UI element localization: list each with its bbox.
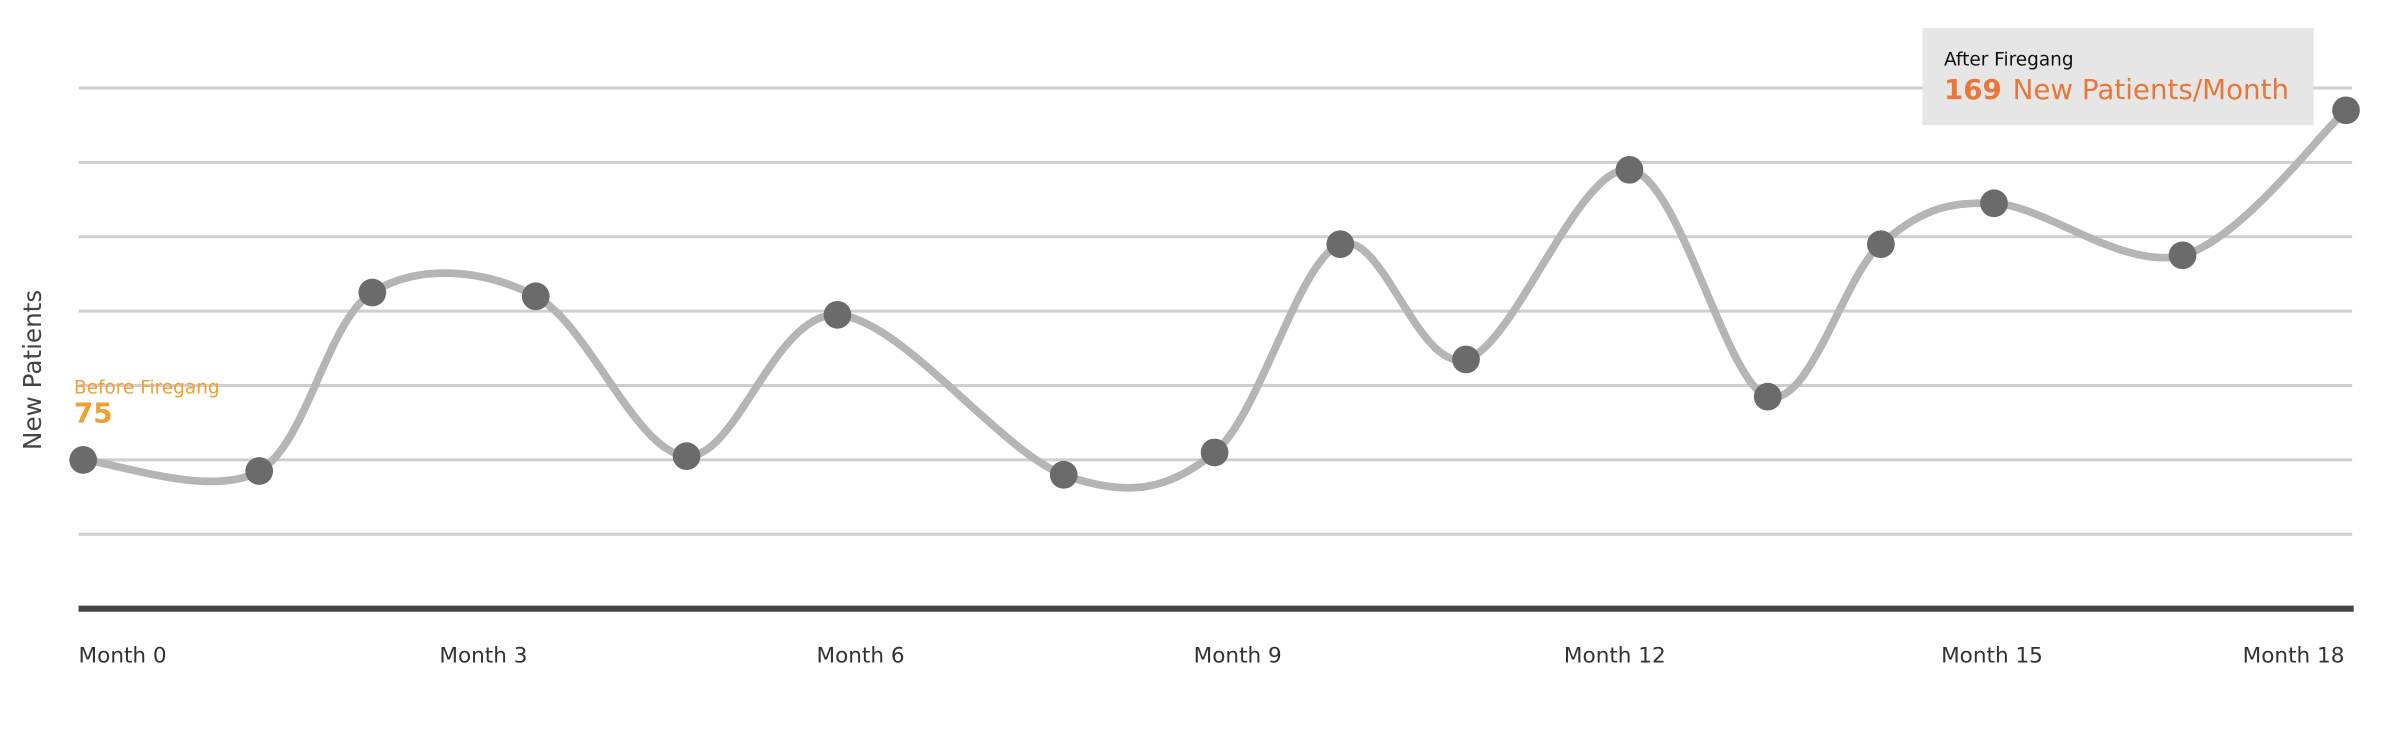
after-box [1922,27,2314,125]
point [1980,189,2008,218]
point [1452,345,1480,374]
x-tick-label: Month 15 [1941,643,2043,668]
point [358,278,387,307]
point [245,457,274,485]
x-tick-label: Month 0 [79,643,167,668]
x-tick-label: Month 6 [817,643,905,668]
after-value: 169 [1944,73,2002,106]
point [2168,241,2197,270]
point [1867,230,1895,259]
point [521,282,550,311]
after-unit: New Patients/Month [2013,73,2289,106]
x-tick-label: Month 18 [2243,643,2345,668]
point [1326,230,1355,259]
point [1200,438,1229,467]
x-tick-label: Month 9 [1194,643,1282,668]
point [1615,155,1644,184]
x-tick-label: Month 12 [1564,643,1666,668]
point [672,442,701,471]
point [69,446,98,474]
before-value: 75 [74,397,113,430]
point [1753,382,1782,411]
x-tick-label: Month 3 [439,643,527,668]
point [823,300,852,329]
after-title: After Firegang [1944,49,2074,70]
line [79,106,2350,492]
point [2332,96,2360,125]
point [1049,460,1078,489]
before-title: Before Firegang [74,377,220,398]
after-text: 169 New Patients/Month [1944,73,2289,106]
y-axis-label: New Patients [18,290,47,450]
